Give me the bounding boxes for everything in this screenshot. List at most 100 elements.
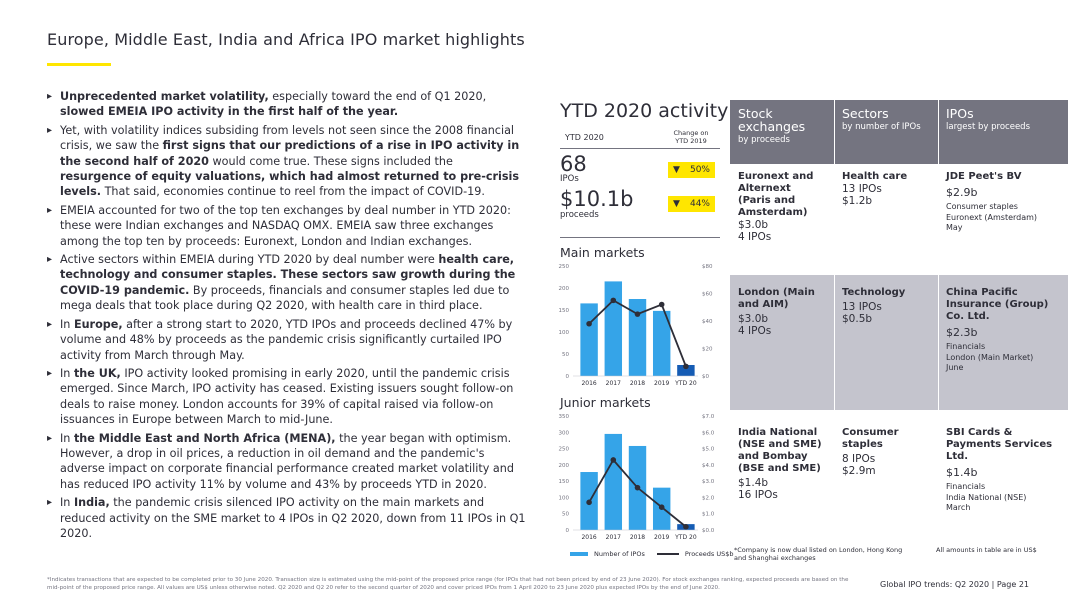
bullet-bold: India, xyxy=(73,496,110,510)
x-tick-label: 2017 xyxy=(606,534,621,541)
change-label-line: Change on xyxy=(673,129,709,137)
table-cell-sector-1: Health care 13 IPOs $1.2b xyxy=(834,164,938,274)
header-title: Stock exchanges xyxy=(738,106,806,134)
bar xyxy=(677,365,695,376)
y-tick-label: 0 xyxy=(566,374,570,380)
y-tick-label: 250 xyxy=(559,264,570,270)
cell-value: 13 IPOs xyxy=(842,301,882,313)
y-tick-label: 100 xyxy=(559,330,570,336)
bullet-text: That said, economies continue to reel fr… xyxy=(101,185,485,199)
header-subtitle: by number of IPOs xyxy=(842,122,921,132)
header-title: Sectors xyxy=(842,106,889,121)
ipos-kpi-value: 68 xyxy=(560,152,587,176)
cell-value: $3.0b xyxy=(738,313,769,325)
proceeds-point xyxy=(586,499,592,506)
cell-value: $2.3b xyxy=(946,326,978,339)
proceeds-point xyxy=(634,484,641,491)
bar xyxy=(604,281,623,376)
bar xyxy=(652,310,671,376)
page-title: Europe, Middle East, India and Africa IP… xyxy=(47,30,525,49)
bullet-text: In xyxy=(60,431,74,445)
separator: | xyxy=(991,580,997,589)
cell-value: $2.9b xyxy=(946,186,978,199)
bullet-text: the pandemic crisis silenced IPO activit… xyxy=(60,496,526,540)
proceeds-point xyxy=(634,311,641,317)
grid-divider xyxy=(730,410,1068,411)
x-tick-label: 2016 xyxy=(581,534,596,541)
x-tick-label: 2017 xyxy=(606,380,621,387)
cell-name: Consumer staples xyxy=(842,427,899,450)
cell-value: 4 IPOs xyxy=(738,231,772,243)
x-tick-label: YTD 20 xyxy=(674,534,697,541)
y2-tick-label: $5.0 xyxy=(702,447,715,453)
bullet-text: In xyxy=(60,317,74,331)
legend-bar-label: Number of IPOs xyxy=(594,550,645,558)
cell-value: $1.4b xyxy=(946,466,978,479)
table-cell-ipo-2: China Pacific Insurance (Group) Co. Ltd.… xyxy=(938,274,1068,410)
ipos-change-badge: ▼ 50% xyxy=(668,162,715,178)
x-tick-label: 2019 xyxy=(654,534,669,541)
bullet-text: Yet, with volatility indices subsiding f… xyxy=(60,123,515,153)
y-tick-label: 250 xyxy=(559,447,570,453)
table-note-dual-listing: *Company is now dual listed on London, H… xyxy=(734,546,903,562)
divider xyxy=(560,148,720,149)
cell-value: 16 IPOs xyxy=(738,489,778,501)
y2-tick-label: $0.0 xyxy=(702,528,715,534)
bullet-bold: health care, technology and consumer sta… xyxy=(60,253,516,297)
y2-tick-label: $20 xyxy=(702,347,713,353)
proceeds-change-value: 44% xyxy=(689,199,710,209)
bullet-text: In xyxy=(60,496,74,510)
proceeds-kpi-value: $10.1b xyxy=(560,187,634,211)
bullet-text: the year began with optimism. However, a… xyxy=(60,431,514,491)
proceeds-point xyxy=(683,523,689,530)
header-subtitle: by proceeds xyxy=(738,135,790,145)
header-sectors: Sectors by number of IPOs xyxy=(834,100,938,164)
cell-name: Health care xyxy=(842,171,908,182)
ipos-kpi-label: IPOs xyxy=(560,174,579,184)
bar xyxy=(580,303,598,376)
footnote: *Indicates transactions that are expecte… xyxy=(47,577,849,591)
y-tick-label: 50 xyxy=(562,512,569,518)
bullet-item: In Europe, after a strong start to 2020,… xyxy=(47,317,527,363)
page-reference: Global IPO trends: Q2 2020 | Page 21 xyxy=(880,580,1029,589)
chart-legend: Number of IPOs Proceeds US$b xyxy=(570,550,733,558)
junior-markets-chart: 0 50 100 150 200 250 300 350 $0.0 $1.0 $2.0 $3.0 $4.… xyxy=(559,414,715,541)
proceeds-point xyxy=(610,457,617,463)
cell-value: $3.0b xyxy=(738,219,769,231)
table-note-currency: All amounts in table are in US$ xyxy=(936,546,1037,554)
y2-tick-label: $6.0 xyxy=(702,430,715,436)
table-cell-ipo-1: JDE Peet's BV $2.9b Consumer staples Eur… xyxy=(938,164,1068,274)
change-column-label: Change on YTD 2019 xyxy=(666,129,716,145)
bullet-bold: resurgence of equity valuations, which h… xyxy=(60,170,520,199)
bullet-bold: the Middle East and North Africa (MENA), xyxy=(73,431,336,445)
junior-markets-title: Junior markets xyxy=(560,395,651,410)
bullet-text: In xyxy=(60,366,74,380)
proceeds-point xyxy=(683,363,689,370)
bar xyxy=(628,299,647,376)
x-tick-label: 2018 xyxy=(630,380,645,387)
cell-details: Financials London (Main Market) June xyxy=(946,342,1034,372)
cell-value: 13 IPOs xyxy=(842,183,882,195)
highlights-list: Unprecedented market volatility, especia… xyxy=(47,89,527,544)
cell-value: 4 IPOs xyxy=(738,325,772,337)
legend-bar-swatch xyxy=(570,552,588,556)
y-tick-label: 50 xyxy=(562,352,569,358)
main-markets-chart: 0 50 100 150 200 250 $0 $20 $40 $60 $80 2016 2017 201… xyxy=(559,264,713,387)
bullet-text: would come true. These signs included th… xyxy=(208,154,453,168)
divider xyxy=(560,237,720,238)
table-cell-sector-2: Technology 13 IPOs $0.5b xyxy=(834,274,938,410)
bullet-bold: Unprecedented market volatility, xyxy=(60,90,269,103)
table-cell-ipo-3: SBI Cards & Payments Services Ltd. $1.4b… xyxy=(938,410,1068,538)
cell-name: Technology xyxy=(842,287,906,298)
bullet-item: In India, the pandemic crisis silenced I… xyxy=(47,495,527,541)
y2-tick-label: $3.0 xyxy=(702,479,715,485)
bullet-text: By proceeds, financials and consumer sta… xyxy=(60,283,510,313)
y-tick-label: 200 xyxy=(559,463,570,469)
bullet-bold: first signs that our predictions of a ri… xyxy=(60,139,520,168)
cell-name: London (Main and AIM) xyxy=(738,287,815,310)
cell-value: $2.9m xyxy=(842,465,876,477)
y-tick-label: 0 xyxy=(566,528,570,534)
y2-tick-label: $2.0 xyxy=(702,495,715,501)
cell-name: JDE Peet's BV xyxy=(946,171,1022,182)
cell-value: $0.5b xyxy=(842,313,873,325)
